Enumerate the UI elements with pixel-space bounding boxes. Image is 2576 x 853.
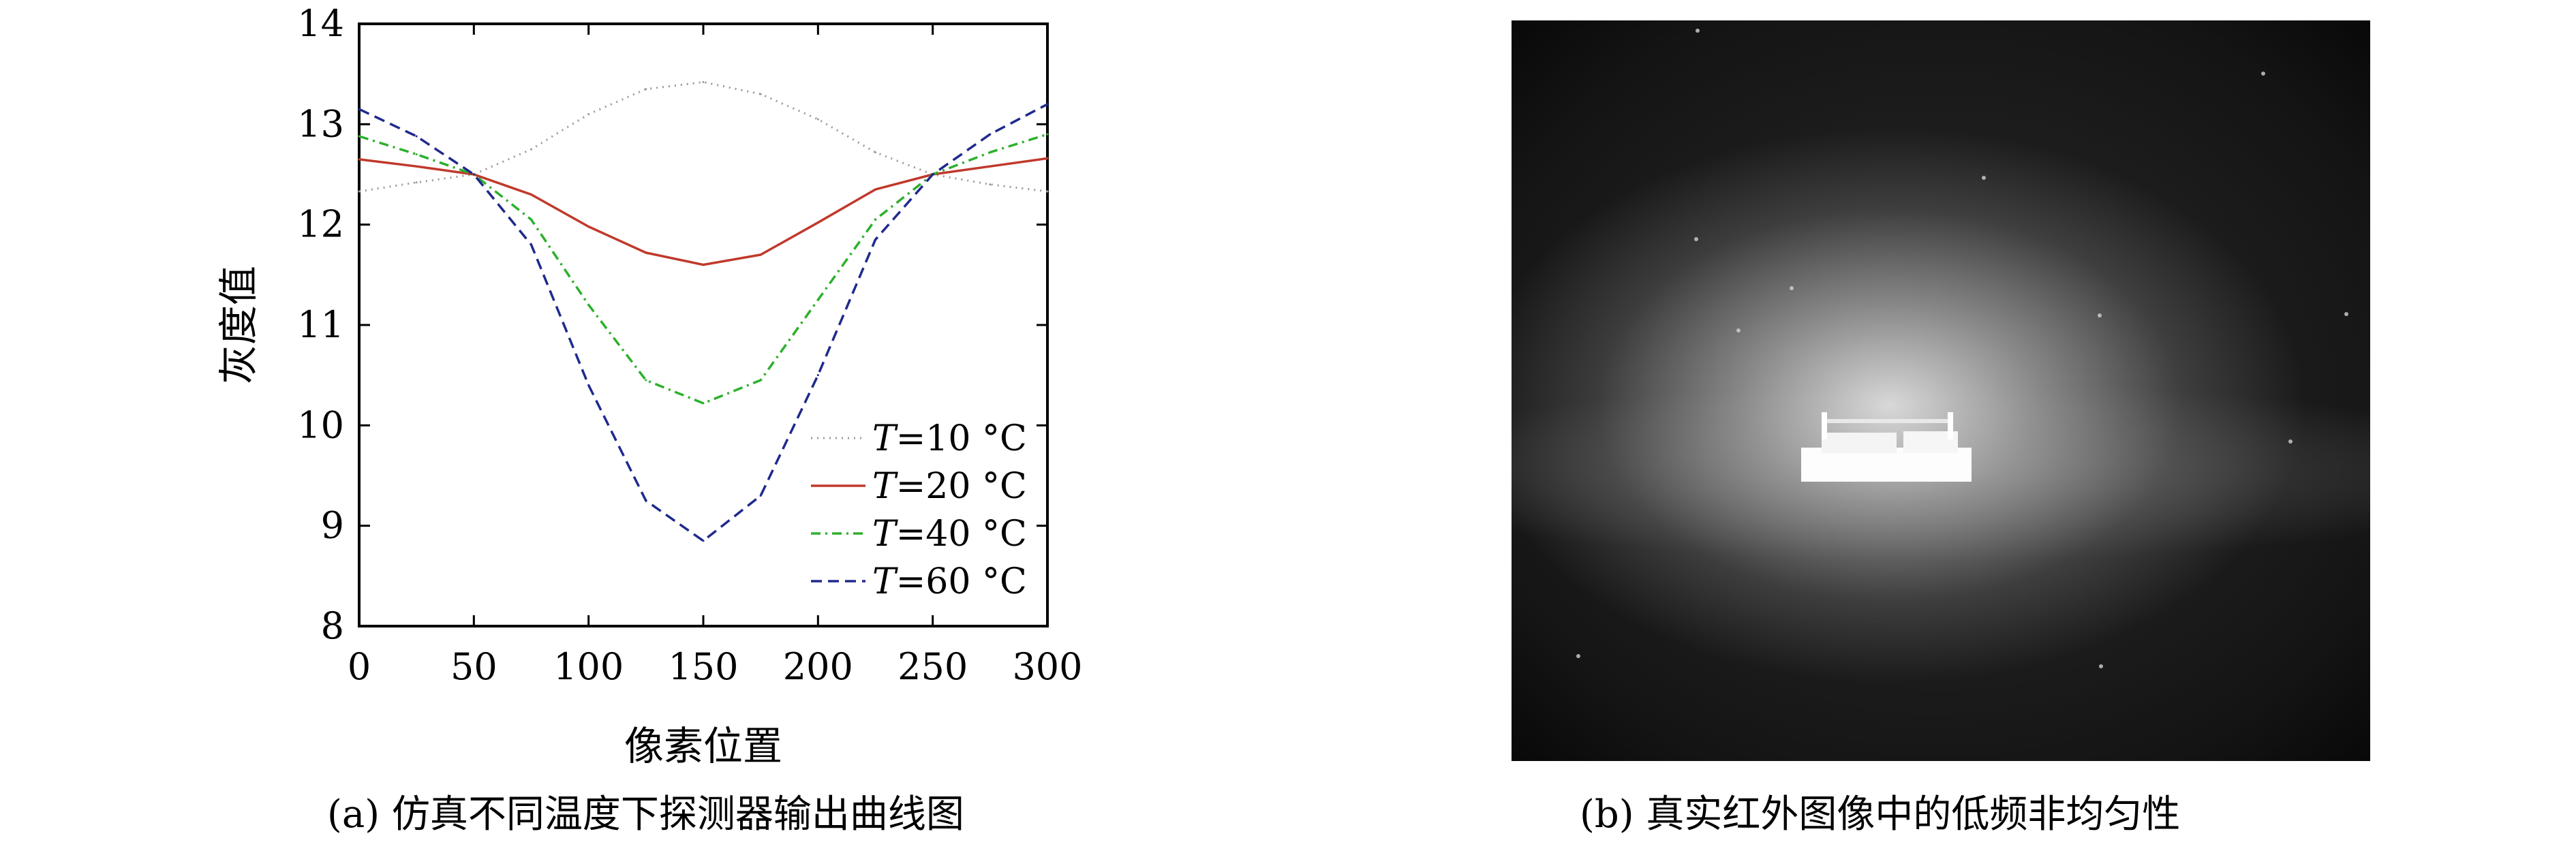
ir-noise-speck <box>2344 312 2348 316</box>
legend-var: T <box>872 514 898 555</box>
legend-label-2: T=20 °C <box>872 466 1027 507</box>
series-point <box>759 253 762 256</box>
x-tick-label: 250 <box>898 645 968 688</box>
legend-value: =40 °C <box>896 514 1027 555</box>
series-point <box>358 108 361 110</box>
ir-noise-speck <box>1576 654 1580 658</box>
ir-noise-speck <box>2261 72 2265 76</box>
legend: T=10 °CT=20 °CT=40 °CT=60 °C <box>811 418 1027 602</box>
series-line-3 <box>358 133 1048 405</box>
ir-noise-speck <box>2288 439 2293 444</box>
series-line-2 <box>358 157 1048 266</box>
series-point <box>1046 157 1049 159</box>
series-point <box>645 88 647 91</box>
series-point <box>645 251 647 254</box>
legend-var: T <box>872 418 898 459</box>
legend-label-4: T=60 °C <box>872 561 1027 602</box>
series-point <box>415 153 418 156</box>
series-point <box>816 374 819 377</box>
y-tick-label: 14 <box>297 2 344 45</box>
x-tick-label: 200 <box>783 645 853 688</box>
series-point <box>415 135 418 138</box>
series-point <box>816 298 819 301</box>
series-point <box>989 183 992 186</box>
x-tick-label: 100 <box>553 645 624 688</box>
ticks-layer: 0 50 100 150 200 250 300 8 9 10 11 12 13 14 <box>297 2 1082 688</box>
series-point <box>816 221 819 224</box>
legend-var: T <box>872 561 898 602</box>
series-point <box>415 181 418 184</box>
y-tick-label: 9 <box>321 504 344 547</box>
series-point <box>358 158 361 161</box>
ir-noise-speck <box>1736 328 1741 332</box>
infrared-image <box>1512 20 2370 761</box>
series-line-1 <box>358 81 1048 193</box>
ir-background-glow <box>1512 20 2370 761</box>
series-point <box>874 188 876 191</box>
series-point <box>874 151 876 154</box>
series-point <box>530 148 532 151</box>
series-point <box>530 243 532 246</box>
series-point <box>587 226 590 228</box>
series-point <box>816 118 819 121</box>
series-point <box>415 165 418 168</box>
series-point <box>759 494 762 497</box>
y-tick-label: 10 <box>297 403 344 446</box>
legend-value: =20 °C <box>896 466 1027 507</box>
series-point <box>989 165 992 168</box>
y-tick-label: 13 <box>297 102 344 145</box>
series-point <box>1046 103 1049 106</box>
y-tick-label: 11 <box>297 303 344 346</box>
x-tick-label: 150 <box>668 645 738 688</box>
series-point <box>587 113 590 116</box>
series-point <box>702 540 705 542</box>
series-point <box>358 135 361 138</box>
series-point <box>874 238 876 241</box>
ir-noise-speck <box>1696 29 1700 33</box>
series-point <box>358 190 361 193</box>
ir-bright-target <box>1801 412 1972 482</box>
y-axis-label: 灰度值 <box>215 266 262 384</box>
series-point <box>702 264 705 266</box>
y-tick-label: 8 <box>321 604 344 647</box>
series-point <box>645 379 647 382</box>
legend-label-1: T=10 °C <box>872 418 1027 459</box>
caption-b: (b) 真实红外图像中的低频非均匀性 <box>1580 792 2181 837</box>
series-layer <box>358 80 1049 542</box>
series-point <box>1046 190 1049 193</box>
series-point <box>759 379 762 382</box>
series-point <box>759 93 762 95</box>
ir-noise-speck <box>2099 664 2103 668</box>
legend-value: =10 °C <box>896 418 1027 459</box>
series-point <box>702 80 705 83</box>
x-tick-label: 50 <box>450 645 497 688</box>
x-axis-label: 像素位置 <box>624 723 782 769</box>
series-point <box>587 384 590 386</box>
series-point <box>530 193 532 196</box>
x-tick-label: 0 <box>348 645 371 688</box>
series-point <box>989 151 992 154</box>
y-tick-label: 12 <box>297 203 344 246</box>
legend-label-3: T=40 °C <box>872 514 1027 555</box>
series-point <box>472 173 475 176</box>
ir-noise-speck <box>1694 237 1698 241</box>
legend-var: T <box>872 466 898 507</box>
ir-noise-speck <box>1790 286 1794 290</box>
series-point <box>932 173 934 176</box>
x-tick-label: 300 <box>1012 645 1082 688</box>
series-point <box>1046 133 1049 136</box>
caption-a: (a) 仿真不同温度下探测器输出曲线图 <box>327 792 964 837</box>
series-point <box>702 402 705 405</box>
series-point <box>989 133 992 136</box>
series-point <box>530 218 532 221</box>
series-point <box>645 499 647 502</box>
ir-noise-speck <box>1982 176 1986 180</box>
ir-noise-speck <box>2098 313 2102 317</box>
series-point <box>587 304 590 307</box>
legend-value: =60 °C <box>896 561 1027 602</box>
series-point <box>874 218 876 221</box>
